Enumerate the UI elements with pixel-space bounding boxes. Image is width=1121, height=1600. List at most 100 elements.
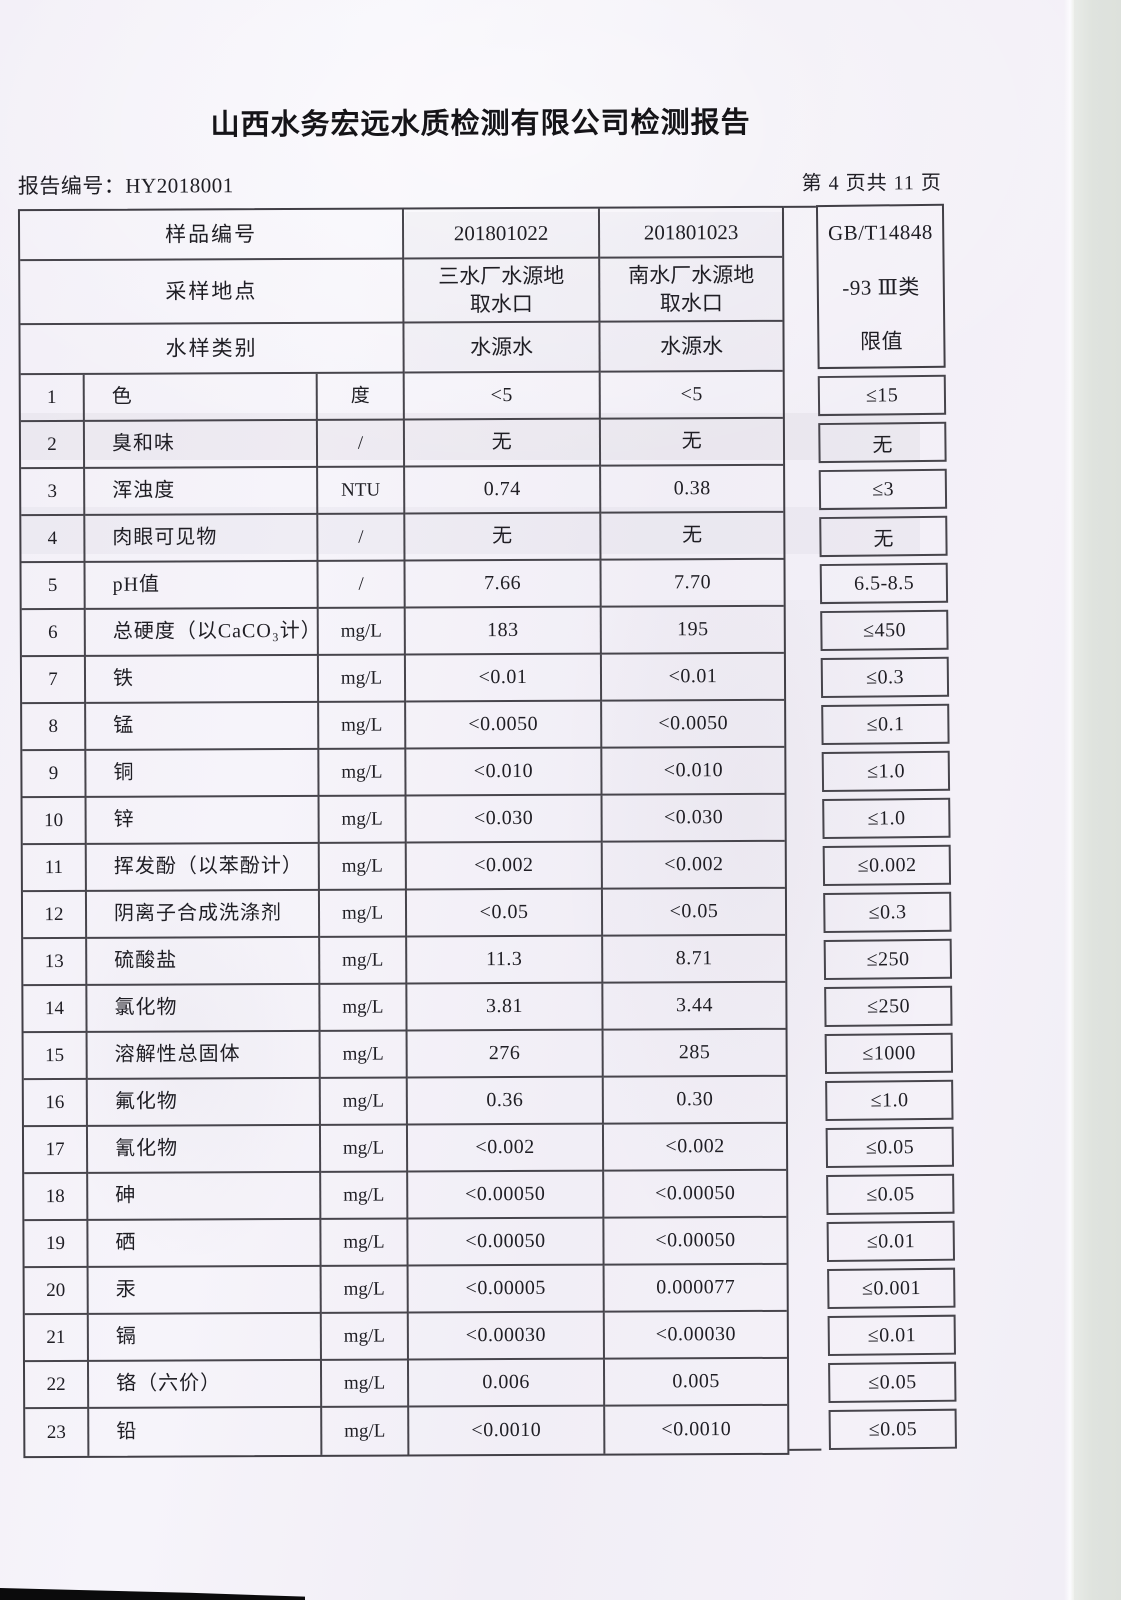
limit-cell: ≤450 bbox=[819, 609, 949, 652]
unit-cell: mg/L bbox=[321, 1266, 409, 1314]
item-name-cell: 臭和味 bbox=[84, 420, 319, 469]
value-cell-sample-2: 0.30 bbox=[603, 1076, 786, 1125]
unit-cell: mg/L bbox=[320, 937, 408, 985]
row-number-cell: 4 bbox=[21, 515, 86, 564]
value-cell-sample-1: 无 bbox=[405, 513, 602, 562]
unit-cell: mg/L bbox=[322, 1407, 410, 1455]
unit-cell: / bbox=[318, 514, 406, 562]
report-title: 山西水务宏远水质检测有限公司检测报告 bbox=[210, 106, 751, 142]
item-name-cell: 硒 bbox=[88, 1219, 322, 1268]
header-sample-id-label: 样品编号 bbox=[19, 209, 405, 262]
value-cell-sample-1: 0.006 bbox=[408, 1359, 606, 1408]
limit-cell: ≤1.0 bbox=[824, 1079, 954, 1122]
row-number-cell: 10 bbox=[22, 797, 87, 846]
item-name-cell: 浑浊度 bbox=[85, 467, 319, 516]
value-cell-sample-1: 7.66 bbox=[405, 560, 602, 609]
report-meta-row: 报告编号：HY2018001 第 4 页共 11 页 bbox=[18, 166, 944, 200]
limit-cell: ≤3 bbox=[818, 468, 948, 511]
value-cell-sample-2: <0.0050 bbox=[602, 700, 785, 749]
value-cell-sample-1: <0.030 bbox=[406, 795, 603, 844]
value-cell-sample-1: 276 bbox=[407, 1030, 604, 1079]
row-number-cell: 8 bbox=[22, 703, 87, 752]
limit-cell: ≤1.0 bbox=[821, 750, 951, 793]
value-cell-sample-2: 8.71 bbox=[603, 935, 786, 984]
value-cell-sample-1: <0.0050 bbox=[406, 701, 603, 750]
value-cell-sample-2: <0.00030 bbox=[604, 1311, 787, 1360]
unit-cell: mg/L bbox=[320, 1125, 409, 1173]
results-table: 样品编号 201801022 201801023 采样地点 三水厂水源地取水口 … bbox=[17, 203, 957, 1459]
row-number-cell: 16 bbox=[23, 1079, 88, 1128]
value-cell-sample-2: 285 bbox=[603, 1029, 786, 1078]
row-number-cell: 19 bbox=[24, 1220, 89, 1269]
limit-cell: ≤0.05 bbox=[825, 1126, 955, 1169]
unit-cell: mg/L bbox=[321, 1313, 409, 1361]
row-number-cell: 22 bbox=[24, 1361, 90, 1410]
value-cell-sample-2: <0.01 bbox=[601, 653, 785, 702]
row-number-cell: 21 bbox=[24, 1314, 89, 1363]
unit-cell: mg/L bbox=[318, 655, 407, 703]
limit-column: GB/T14848 -93 Ⅲ类 限值 ≤15 无 ≤3 无 6.5-8.5 ≤… bbox=[815, 203, 957, 1451]
limit-cell: ≤1000 bbox=[824, 1032, 954, 1075]
value-cell-sample-2: <0.030 bbox=[602, 794, 785, 843]
value-cell-sample-1: <0.05 bbox=[406, 889, 604, 938]
unit-cell: mg/L bbox=[318, 608, 406, 656]
row-number-cell: 13 bbox=[23, 938, 88, 987]
limit-cell: ≤0.05 bbox=[828, 1408, 957, 1451]
item-name-cell: 氟化物 bbox=[87, 1078, 321, 1127]
unit-cell: mg/L bbox=[319, 749, 407, 797]
header-sample-id-1: 201801022 bbox=[403, 208, 601, 260]
header-location-2: 南水厂水源地取水口 bbox=[600, 257, 783, 323]
row-number-cell: 6 bbox=[21, 609, 86, 658]
row-number-cell: 12 bbox=[22, 891, 88, 940]
row-number-cell: 9 bbox=[22, 750, 87, 799]
value-cell-sample-2: 0.000077 bbox=[604, 1264, 787, 1313]
row-number-cell: 7 bbox=[21, 656, 87, 705]
value-cell-sample-1: 183 bbox=[405, 607, 602, 656]
value-cell-sample-1: 3.81 bbox=[407, 983, 604, 1032]
limit-cell: ≤0.001 bbox=[826, 1267, 956, 1310]
value-cell-sample-2: 无 bbox=[600, 418, 784, 467]
limit-cell: ≤0.002 bbox=[822, 844, 952, 887]
value-cell-sample-1: <0.002 bbox=[406, 842, 603, 891]
unit-cell: mg/L bbox=[320, 1078, 408, 1126]
limit-cell: ≤0.3 bbox=[820, 656, 950, 699]
unit-cell: mg/L bbox=[320, 1031, 408, 1079]
item-name-cell: 阴离子合成洗涤剂 bbox=[86, 890, 321, 939]
item-name-cell: 镉 bbox=[88, 1313, 322, 1362]
row-number-cell: 15 bbox=[23, 1032, 88, 1081]
value-cell-sample-2: 0.38 bbox=[601, 465, 784, 514]
value-cell-sample-1: 11.3 bbox=[407, 936, 604, 985]
unit-cell: mg/L bbox=[319, 890, 408, 938]
item-name-cell: 肉眼可见物 bbox=[85, 514, 319, 563]
unit-cell: / bbox=[317, 420, 406, 468]
value-cell-sample-1: <0.00050 bbox=[408, 1171, 605, 1220]
row-number-cell: 18 bbox=[24, 1173, 89, 1222]
report-content: 山西水务宏远水质检测有限公司检测报告 报告编号：HY2018001 第 4 页共… bbox=[17, 0, 957, 1459]
item-name-cell: 总硬度（以CaCO₃计） bbox=[85, 608, 322, 657]
limit-cell: ≤0.3 bbox=[822, 891, 952, 934]
item-name-cell: 色 bbox=[84, 373, 318, 422]
row-number-cell: 17 bbox=[23, 1126, 89, 1175]
value-cell-sample-1: 0.36 bbox=[407, 1077, 604, 1126]
limit-cell: 6.5-8.5 bbox=[819, 562, 949, 605]
unit-cell: mg/L bbox=[319, 843, 407, 891]
unit-cell: mg/L bbox=[321, 1219, 409, 1267]
value-cell-sample-2: 7.70 bbox=[601, 559, 784, 608]
row-number-cell: 23 bbox=[25, 1408, 90, 1457]
value-cell-sample-1: <0.00050 bbox=[408, 1218, 605, 1267]
value-cell-sample-1: <0.010 bbox=[406, 748, 603, 797]
limit-header-line: 限值 bbox=[859, 329, 903, 354]
limit-cell: ≤0.1 bbox=[820, 703, 950, 746]
row-number-cell: 11 bbox=[22, 844, 87, 893]
unit-cell: / bbox=[318, 561, 406, 609]
scanner-edge-band bbox=[1074, 0, 1121, 1600]
item-name-cell: 锌 bbox=[86, 796, 320, 845]
value-cell-sample-2: <0.002 bbox=[602, 841, 785, 890]
value-cell-sample-2: 无 bbox=[601, 512, 784, 561]
row-number-cell: 5 bbox=[21, 562, 86, 611]
limit-column-header: GB/T14848 -93 Ⅲ类 限值 bbox=[815, 203, 946, 370]
value-cell-sample-1: <0.01 bbox=[405, 654, 603, 703]
limit-cell: 无 bbox=[818, 515, 948, 558]
item-name-cell: 锰 bbox=[86, 702, 320, 751]
